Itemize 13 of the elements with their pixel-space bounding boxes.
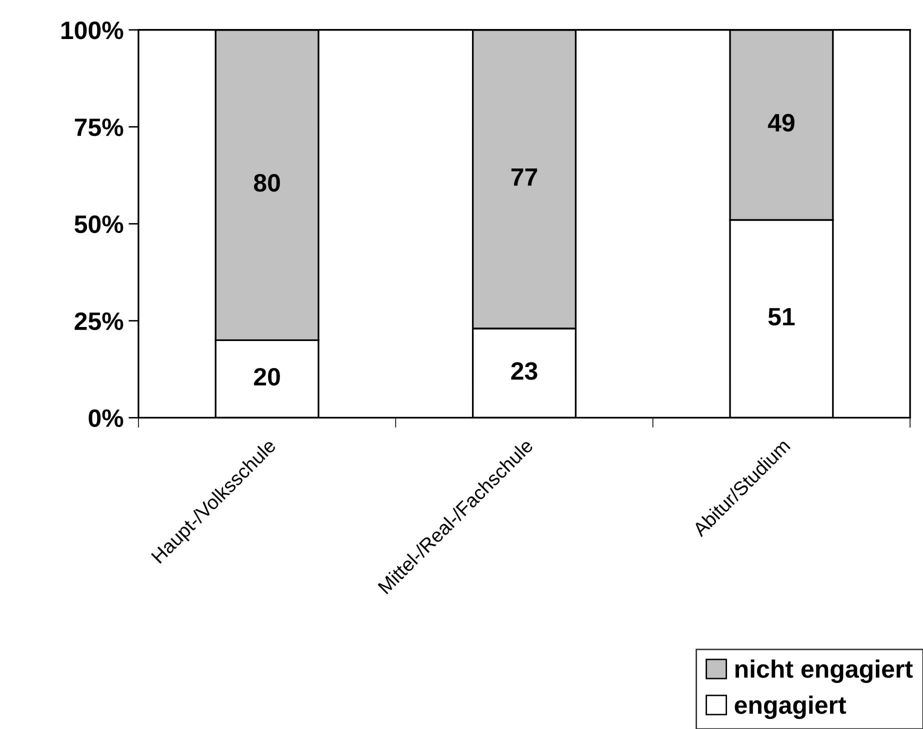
- y-tick-label: 75%: [74, 118, 124, 136]
- data-label: 80: [254, 174, 280, 192]
- y-tick-label: 100%: [62, 21, 124, 40]
- data-label: 20: [254, 368, 280, 386]
- data-label: 23: [511, 362, 538, 380]
- data-label: 77: [511, 168, 538, 186]
- legend-label: engagiert: [734, 696, 846, 719]
- y-tick-label: 50%: [74, 215, 124, 234]
- legend-label: nicht engagiert: [735, 660, 913, 683]
- data-label: 51: [768, 308, 795, 326]
- data-label: 49: [768, 114, 794, 132]
- y-tick-label: 0%: [88, 409, 124, 428]
- y-tick-label: 25%: [74, 312, 124, 330]
